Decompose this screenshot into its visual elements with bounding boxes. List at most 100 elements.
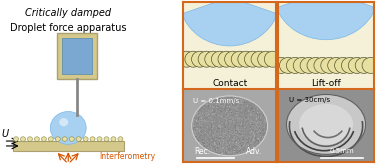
Point: [205, 126, 211, 129]
Point: [198, 117, 204, 119]
Point: [196, 116, 202, 118]
Point: [253, 115, 259, 117]
Point: [234, 144, 240, 146]
Point: [192, 133, 198, 136]
Point: [207, 118, 213, 120]
Point: [231, 127, 237, 130]
Point: [240, 122, 246, 124]
Point: [231, 116, 237, 118]
Point: [249, 134, 255, 137]
Point: [208, 134, 214, 137]
Circle shape: [321, 57, 338, 73]
Point: [216, 107, 222, 110]
Point: [222, 151, 228, 154]
Point: [248, 142, 254, 145]
Point: [214, 113, 220, 116]
Point: [240, 134, 246, 137]
Point: [220, 138, 226, 141]
Point: [243, 140, 249, 142]
Point: [249, 122, 256, 125]
Point: [241, 103, 247, 105]
Point: [228, 134, 234, 137]
Point: [213, 114, 219, 116]
Point: [201, 143, 207, 145]
Point: [205, 112, 211, 115]
Point: [225, 101, 231, 104]
Point: [222, 97, 228, 100]
Point: [212, 129, 218, 132]
Point: [191, 125, 197, 128]
Point: [231, 142, 237, 144]
Point: [248, 104, 254, 106]
Point: [225, 105, 231, 108]
Point: [215, 125, 221, 127]
Point: [219, 148, 225, 151]
Point: [236, 125, 242, 128]
Point: [227, 129, 233, 131]
Point: [230, 115, 236, 118]
Point: [217, 136, 223, 138]
Point: [215, 101, 221, 103]
Point: [250, 106, 256, 109]
Point: [232, 131, 238, 134]
Text: Droplet force apparatus: Droplet force apparatus: [10, 23, 127, 33]
Point: [230, 116, 236, 118]
Point: [231, 128, 237, 131]
Point: [208, 135, 214, 137]
Point: [249, 132, 255, 135]
Point: [211, 113, 217, 116]
Point: [235, 138, 241, 140]
Point: [249, 104, 255, 107]
Point: [215, 103, 222, 105]
Point: [222, 130, 228, 132]
Point: [204, 140, 210, 143]
Point: [223, 124, 229, 126]
Point: [193, 115, 199, 118]
Point: [194, 133, 200, 136]
Point: [242, 109, 248, 112]
Point: [209, 100, 215, 103]
Point: [262, 130, 268, 133]
Point: [253, 133, 259, 135]
Point: [241, 105, 247, 107]
Point: [201, 138, 207, 140]
Point: [245, 105, 251, 108]
Point: [232, 105, 239, 108]
Point: [258, 128, 264, 131]
Point: [250, 139, 256, 142]
Point: [239, 100, 245, 103]
Point: [237, 133, 243, 136]
Point: [224, 113, 230, 116]
Point: [255, 130, 261, 133]
Point: [211, 139, 217, 142]
Circle shape: [55, 137, 60, 141]
Point: [193, 122, 199, 124]
Point: [238, 148, 244, 151]
Point: [224, 98, 230, 101]
Point: [230, 153, 236, 155]
Point: [210, 145, 216, 148]
Point: [218, 133, 224, 136]
Point: [224, 117, 230, 119]
Point: [235, 109, 242, 112]
Point: [228, 124, 234, 127]
Point: [210, 138, 216, 141]
Point: [203, 139, 209, 141]
Point: [205, 133, 211, 136]
Point: [217, 98, 223, 101]
Point: [249, 140, 256, 143]
Point: [204, 135, 210, 137]
Point: [235, 132, 242, 134]
Point: [231, 132, 237, 135]
Point: [204, 145, 210, 147]
Point: [229, 139, 235, 142]
Point: [209, 102, 215, 105]
Point: [200, 112, 206, 115]
Point: [215, 148, 221, 151]
Point: [238, 121, 244, 124]
Point: [230, 147, 236, 150]
Point: [208, 114, 214, 117]
Point: [223, 134, 229, 137]
Point: [207, 124, 213, 127]
Point: [236, 146, 242, 149]
